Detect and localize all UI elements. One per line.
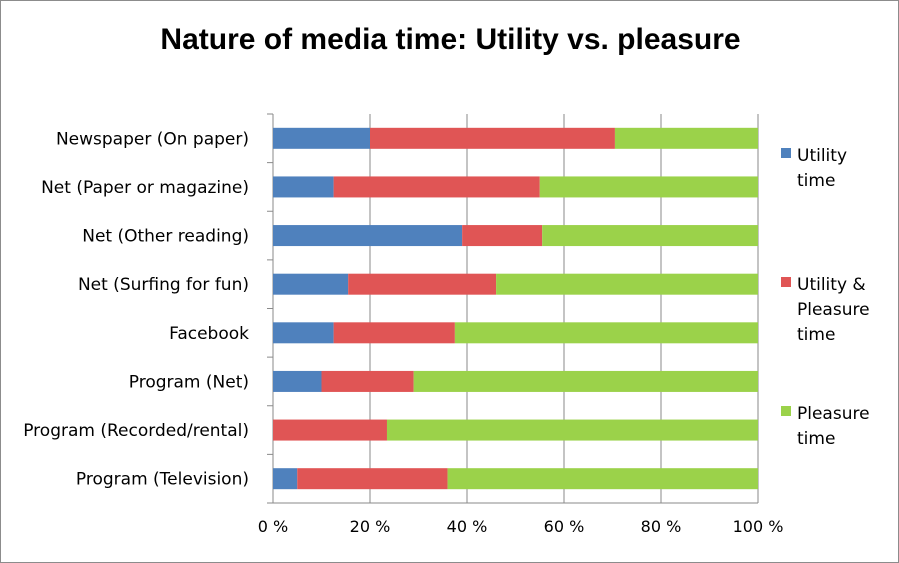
bar-utility-pleasure-time bbox=[370, 127, 615, 149]
category-label: Net (Other reading) bbox=[82, 227, 249, 247]
legend-label: time bbox=[797, 325, 835, 345]
bar-pleasure-time bbox=[447, 468, 758, 490]
legend-swatch bbox=[781, 148, 791, 158]
x-tick-label: 40 % bbox=[447, 517, 488, 536]
bar-utility-time bbox=[273, 468, 298, 490]
category-label: Net (Surfing for fun) bbox=[78, 275, 249, 295]
legend-swatch bbox=[781, 277, 791, 287]
x-tick-label: 80 % bbox=[641, 517, 682, 536]
bar-utility-pleasure-time bbox=[462, 225, 543, 247]
legend-label: time bbox=[797, 171, 835, 191]
category-label: Newspaper (On paper) bbox=[56, 129, 249, 149]
bar-utility-pleasure-time bbox=[333, 322, 455, 344]
bar-utility-time bbox=[273, 176, 334, 198]
bar-utility-time bbox=[273, 322, 334, 344]
category-label: Facebook bbox=[169, 324, 249, 344]
bar-utility-pleasure-time bbox=[348, 273, 497, 295]
bar-pleasure-time bbox=[413, 370, 758, 392]
bar-utility-pleasure-time bbox=[333, 176, 540, 198]
bar-utility-pleasure-time bbox=[321, 370, 414, 392]
x-tick-label: 60 % bbox=[544, 517, 585, 536]
bar-utility-pleasure-time bbox=[273, 419, 387, 441]
category-label: Program (Television) bbox=[76, 470, 249, 490]
chart-title: Nature of media time: Utility vs. pleasu… bbox=[160, 23, 741, 56]
x-tick-label: 20 % bbox=[350, 517, 391, 536]
bar-pleasure-time bbox=[539, 176, 758, 198]
bar-pleasure-time bbox=[542, 225, 758, 247]
legend-swatch bbox=[781, 406, 791, 416]
category-label: Program (Net) bbox=[129, 372, 249, 392]
category-label: Net (Paper or magazine) bbox=[41, 178, 249, 198]
bar-utility-pleasure-time bbox=[297, 468, 448, 490]
bar-pleasure-time bbox=[614, 127, 758, 149]
bar-pleasure-time bbox=[454, 322, 758, 344]
x-tick-label: 0 % bbox=[258, 517, 288, 536]
bar-pleasure-time bbox=[496, 273, 758, 295]
bar-pleasure-time bbox=[386, 419, 758, 441]
legend-label: Utility bbox=[797, 146, 847, 166]
bar-utility-time bbox=[273, 273, 349, 295]
bar-utility-time bbox=[273, 370, 322, 392]
legend-label: Utility & bbox=[797, 275, 866, 295]
x-tick-label: 100 % bbox=[733, 517, 784, 536]
bar-utility-time bbox=[273, 225, 463, 247]
legend-label: time bbox=[797, 429, 835, 449]
legend-label: Pleasure bbox=[797, 300, 870, 320]
bar-utility-time bbox=[273, 127, 370, 149]
category-label: Program (Recorded/rental) bbox=[23, 421, 249, 441]
legend-label: Pleasure bbox=[797, 404, 870, 424]
